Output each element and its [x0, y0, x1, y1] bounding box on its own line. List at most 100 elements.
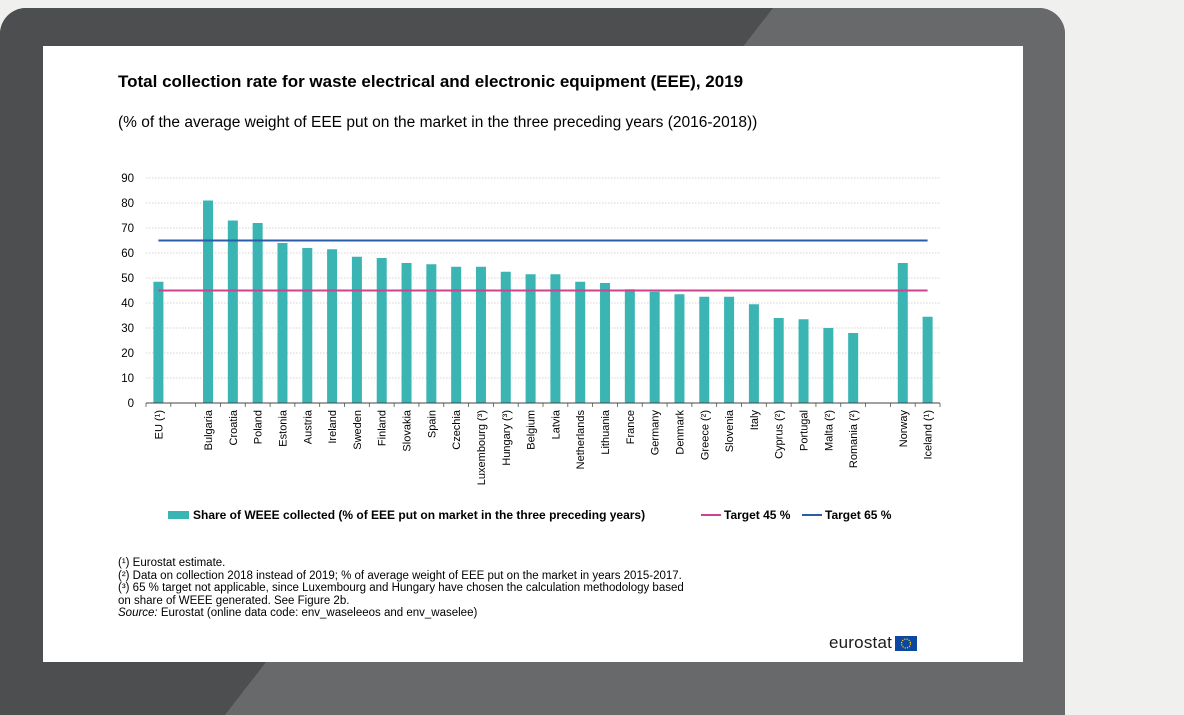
bar [798, 319, 809, 403]
bar [600, 283, 611, 403]
legend-swatch-line-45 [701, 514, 721, 516]
y-tick-label: 70 [121, 223, 134, 235]
x-tick-label: Austria [302, 409, 314, 444]
x-tick-label: EU (¹) [153, 410, 165, 439]
bar [897, 263, 908, 403]
y-tick-label: 0 [128, 398, 134, 410]
y-tick-label: 80 [121, 198, 134, 210]
bar [550, 274, 561, 403]
y-tick-label: 40 [121, 298, 134, 310]
bar [252, 223, 263, 403]
x-tick-label: Portugal [799, 410, 811, 451]
source-line: Source: Eurostat (online data code: env_… [118, 607, 878, 620]
x-tick-label: Lithuania [600, 409, 612, 455]
gridlines [146, 177, 940, 379]
x-tick-label: Ireland [327, 410, 339, 444]
x-tick-label: Denmark [674, 410, 686, 455]
bar [475, 266, 486, 403]
bar [203, 200, 214, 403]
bar [401, 263, 412, 403]
chart-subtitle: (% of the average weight of EEE put on t… [118, 114, 758, 131]
x-tick-label: Sweden [352, 410, 364, 450]
x-tick-label: Poland [253, 410, 265, 444]
bar [351, 256, 362, 403]
bar [773, 318, 784, 403]
x-tick-labels: EU (¹) Bulgaria Croatia Poland Estonia Austri… [153, 409, 934, 485]
bar [674, 294, 685, 403]
legend-swatch-line-65 [802, 514, 822, 516]
legend-item-target-65: Target 65 % [802, 508, 891, 522]
legend: Share of WEEE collected (% of EEE put on… [168, 508, 968, 524]
chart-card: Total collection rate for waste electric… [43, 46, 1023, 662]
chart-title: Total collection rate for waste electric… [118, 72, 744, 91]
footnote-3a: (³) 65 % target not applicable, since Lu… [118, 582, 684, 594]
x-tick-label: Malta (²) [823, 410, 835, 451]
bar [277, 243, 288, 403]
x-tick-label: Slovakia [402, 409, 414, 451]
x-tick-label: Croatia [228, 409, 240, 445]
bar [327, 249, 338, 403]
y-tick-label: 90 [121, 173, 134, 185]
legend-item-target-45: Target 45 % [701, 508, 790, 522]
bar [748, 304, 759, 403]
eu-flag-icon [895, 635, 918, 651]
logo-text: eurostat [829, 633, 893, 652]
x-tick-label: Netherlands [575, 410, 587, 470]
y-tick-label: 20 [121, 348, 134, 360]
y-tick-label: 60 [121, 248, 134, 260]
x-tick-label: Estonia [277, 409, 289, 447]
x-tick-label: Czechia [451, 409, 463, 450]
x-tick-label: Italy [749, 410, 761, 431]
legend-label-share: Share of WEEE collected (% of EEE put on… [193, 508, 646, 522]
x-tick-label: Slovenia [724, 409, 736, 452]
eurostat-logo: eurostat [829, 633, 918, 653]
target-lines [158, 239, 928, 292]
y-tick-label: 30 [121, 323, 134, 335]
x-tick-label: Germany [650, 410, 662, 456]
bar [848, 333, 859, 403]
x-tick-label: Luxembourg (³) [476, 410, 488, 485]
x-tick-label: Norway [898, 410, 910, 448]
bar [376, 258, 387, 403]
bar [649, 291, 660, 403]
y-tick-labels: 0 10 20 30 40 50 60 70 80 90 [121, 173, 134, 410]
bar [426, 264, 437, 403]
source-text: Eurostat (online data code: env_waseleeo… [157, 607, 478, 619]
x-tick-label: Hungary (³) [501, 410, 513, 466]
source-label: Source: [118, 607, 158, 619]
x-tick-label: Latvia [550, 409, 562, 439]
axes [145, 402, 941, 407]
x-tick-label: France [625, 410, 637, 444]
legend-item-share: Share of WEEE collected (% of EEE put on… [168, 508, 645, 522]
legend-label-target-45: Target 45 % [724, 508, 791, 522]
bar [500, 271, 511, 403]
footnotes: (¹) Eurostat estimate. (²) Data on colle… [118, 557, 878, 620]
bar [823, 328, 834, 403]
bars [153, 200, 933, 403]
bar [525, 274, 536, 403]
y-tick-label: 10 [121, 373, 134, 385]
bar [724, 296, 735, 403]
y-tick-label: 50 [121, 273, 134, 285]
x-tick-label: Cyprus (²) [774, 410, 786, 459]
x-tick-label: Finland [377, 410, 389, 446]
bar [153, 281, 164, 403]
legend-swatch-bar [168, 511, 189, 519]
footnote-1: (¹) Eurostat estimate. [118, 557, 226, 569]
footnote-3b: on share of WEEE generated. See Figure 2… [118, 594, 350, 607]
bar-chart: 0 10 20 30 40 50 60 70 80 90 EU (¹) Bulgaria Croati… [121, 173, 941, 485]
x-tick-label: Romania (²) [848, 410, 860, 468]
x-tick-label: Greece (²) [699, 410, 711, 460]
x-tick-label: Iceland (¹) [923, 410, 935, 460]
bar [451, 266, 462, 403]
footnote-2: (²) Data on collection 2018 instead of 2… [118, 569, 682, 582]
bar [624, 289, 635, 403]
bar [699, 296, 710, 403]
legend-label-target-65: Target 65 % [825, 508, 892, 522]
bar [575, 281, 586, 403]
x-tick-label: Spain [426, 410, 438, 438]
x-tick-label: Belgium [526, 410, 538, 450]
bar [302, 248, 313, 403]
x-tick-label: Bulgaria [203, 409, 215, 450]
bar [922, 316, 933, 403]
